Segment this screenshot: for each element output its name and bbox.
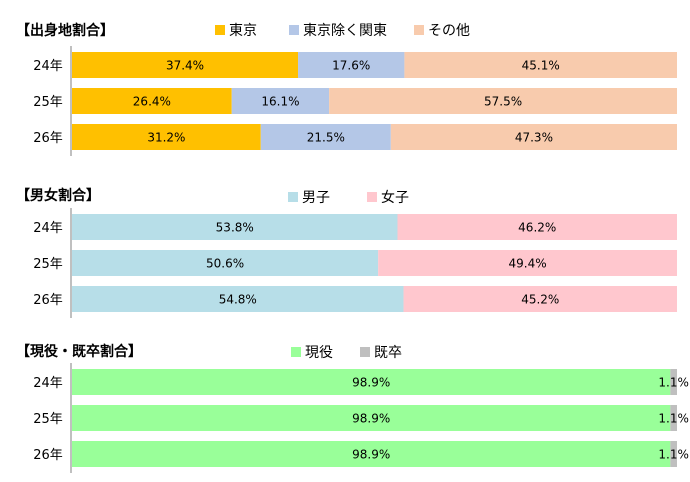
data-label: 31.2%	[147, 131, 185, 145]
data-label: 47.3%	[515, 131, 553, 145]
bar-segment	[404, 52, 677, 78]
data-label: 1.1%	[658, 376, 689, 390]
bar-segment	[670, 441, 677, 467]
data-label: 98.9%	[352, 376, 390, 390]
data-label: 45.2%	[521, 293, 559, 307]
data-label: 21.5%	[307, 131, 345, 145]
category-label: 26年	[33, 448, 63, 463]
data-label: 16.1%	[261, 95, 299, 109]
legend-swatch	[367, 192, 377, 202]
legend-label: 男子	[302, 190, 330, 206]
bar-segment	[72, 88, 232, 114]
bar-segment	[670, 369, 677, 395]
bar-segment	[72, 214, 398, 240]
data-label: 45.1%	[522, 59, 560, 73]
legend-label: 既卒	[374, 345, 402, 361]
data-label: 57.5%	[484, 95, 522, 109]
data-label: 17.6%	[332, 59, 370, 73]
category-label: 24年	[33, 221, 63, 236]
data-label: 1.1%	[658, 412, 689, 426]
category-label: 24年	[33, 376, 63, 391]
data-label: 49.4%	[509, 257, 547, 271]
category-label: 24年	[33, 59, 63, 74]
legend-swatch	[291, 347, 301, 357]
bar-segment	[72, 52, 299, 78]
chart-title: 【現役・既卒割合】	[16, 343, 142, 360]
legend-swatch	[288, 192, 298, 202]
data-label: 53.8%	[216, 221, 254, 235]
bar-segment	[260, 124, 391, 150]
bar-segment	[231, 88, 330, 114]
bar-segment	[329, 88, 677, 114]
bar-segment	[72, 250, 379, 276]
legend-label: 東京	[229, 23, 257, 39]
bar-segment	[72, 441, 671, 467]
bar-segment	[397, 214, 677, 240]
data-label: 50.6%	[206, 257, 244, 271]
legend-label: その他	[428, 23, 470, 39]
bar-segment	[670, 405, 677, 431]
category-label: 26年	[33, 131, 63, 146]
category-label: 26年	[33, 293, 63, 308]
bar-segment	[298, 52, 405, 78]
data-label: 1.1%	[658, 448, 689, 462]
legend-swatch	[360, 347, 370, 357]
chart-title: 【出身地割合】	[16, 22, 114, 39]
legend-label: 現役	[305, 345, 333, 361]
data-label: 37.4%	[166, 59, 204, 73]
data-label: 98.9%	[352, 412, 390, 426]
category-label: 25年	[33, 257, 63, 272]
bar-segment	[72, 405, 671, 431]
bar-segment	[378, 250, 677, 276]
bar-segment	[72, 124, 261, 150]
legend-label: 女子	[381, 189, 409, 206]
chart-title: 【男女割合】	[16, 187, 100, 204]
data-label: 46.2%	[518, 221, 556, 235]
bar-segment	[72, 286, 404, 312]
data-label: 26.4%	[133, 95, 171, 109]
bar-segment	[390, 124, 677, 150]
data-label: 54.8%	[219, 293, 257, 307]
legend-label: 東京除く関東	[303, 23, 387, 39]
category-label: 25年	[33, 412, 63, 427]
bar-segment	[403, 286, 677, 312]
legend-swatch	[414, 25, 424, 35]
data-label: 98.9%	[352, 448, 390, 462]
bar-segment	[72, 369, 671, 395]
legend-swatch	[289, 25, 299, 35]
legend-swatch	[215, 25, 225, 35]
category-label: 25年	[33, 95, 63, 110]
